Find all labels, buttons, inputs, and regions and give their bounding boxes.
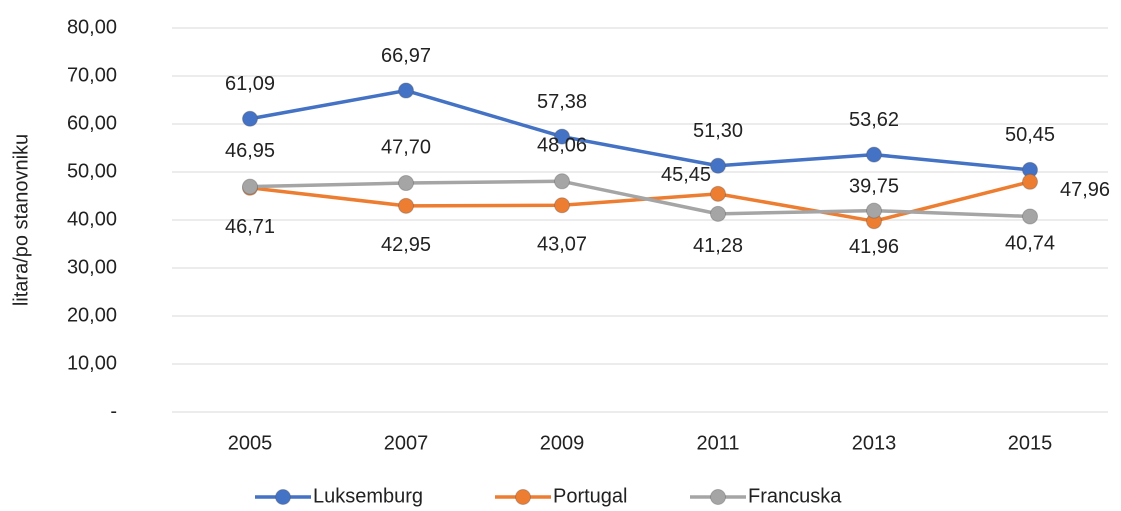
data-label: 47,70 [381,136,431,158]
series-line [249,88,1031,172]
legend-label: Luksemburg [313,485,423,507]
data-label: 39,75 [849,175,899,197]
series-line [249,179,1031,219]
legend-label: Francuska [748,485,842,507]
x-tick-label: 2007 [384,432,429,454]
data-label: 41,28 [693,235,743,257]
y-tick-label: 40,00 [67,208,117,230]
data-label: 46,95 [225,140,275,162]
series-line [249,180,1031,223]
data-point [554,197,570,214]
data-label: 42,95 [381,234,431,256]
data-point [398,175,414,192]
data-label: 48,06 [537,135,587,157]
data-point [554,173,570,190]
data-label: 41,96 [849,236,899,258]
y-tick-label: 80,00 [67,16,117,38]
y-tick-label: 50,00 [67,160,117,182]
x-tick-label: 2013 [852,432,897,454]
data-label: 57,38 [537,91,587,113]
y-tick-label: 60,00 [67,112,117,134]
data-point [1022,208,1038,225]
data-point [710,157,726,174]
data-point [710,205,726,222]
data-point [710,185,726,202]
data-label: 40,74 [1005,233,1055,255]
y-tick-label: 30,00 [67,256,117,278]
legend-marker [275,489,291,505]
y-tick-label: - [110,400,117,422]
data-label: 47,96 [1060,179,1110,201]
data-point [866,146,882,163]
data-label: 51,30 [693,120,743,142]
legend-label: Portugal [553,485,628,507]
legend-marker [515,489,531,505]
y-tick-label: 10,00 [67,352,117,374]
data-label: 66,97 [381,45,431,67]
y-axis-label: litara/po stanovniku [10,134,32,306]
data-point [1022,173,1038,190]
x-tick-label: 2009 [540,432,585,454]
data-label: 43,07 [537,234,587,256]
y-tick-label: 20,00 [67,304,117,326]
data-point [554,128,570,145]
x-tick-label: 2005 [228,432,273,454]
data-label: 50,45 [1005,124,1055,146]
data-label: 45,45 [661,164,711,186]
data-label: 61,09 [225,73,275,95]
x-tick-label: 2015 [1008,432,1053,454]
data-point [866,202,882,219]
data-label: 46,71 [225,216,275,238]
y-tick-label: 70,00 [67,64,117,86]
data-point [398,82,414,99]
data-point [242,110,258,127]
data-point [398,197,414,214]
legend-marker [710,489,726,505]
data-label: 53,62 [849,109,899,131]
data-point [242,178,258,195]
x-tick-label: 2011 [696,432,739,454]
